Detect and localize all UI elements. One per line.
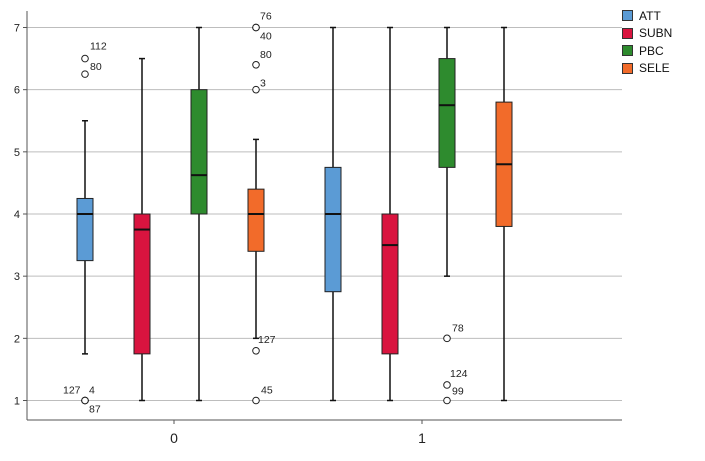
outlier-label: 112 — [90, 41, 107, 53]
y-tick-label: 1 — [14, 396, 20, 408]
outlier-label: 99 — [452, 386, 464, 398]
legend-swatch-att — [622, 10, 633, 22]
outlier-label: 76 — [260, 11, 272, 23]
outlier-label: 127 — [258, 334, 276, 346]
outlier-point — [252, 346, 260, 355]
outlier-label: 78 — [452, 322, 464, 334]
outlier-label: 40 — [260, 31, 272, 43]
outlier-point — [252, 23, 260, 32]
outlier-point — [252, 396, 260, 405]
y-tick-label: 4 — [14, 209, 20, 221]
legend-item-sele: SELE — [622, 60, 672, 78]
legend-label-att: ATT — [639, 8, 661, 23]
box-iqr — [247, 188, 265, 252]
box-iqr — [133, 213, 151, 355]
outlier-point — [81, 54, 89, 63]
boxplot-series: 112 80 127 4 87 78 124 99 76 40 80 3 127 45 — [63, 11, 513, 416]
legend-label-pbc: PBC — [639, 43, 664, 58]
legend-swatch-subn — [622, 27, 633, 39]
box-iqr — [190, 89, 208, 215]
legend-item-att: ATT — [622, 7, 672, 25]
outlier-label: 124 — [450, 368, 468, 380]
box-iqr — [381, 213, 399, 355]
x-category-label: 0 — [170, 430, 178, 446]
box-pbc-0 — [190, 26, 208, 402]
box-att-1 — [324, 26, 342, 402]
outlier-point — [443, 396, 451, 405]
y-tick-label: 5 — [14, 147, 20, 159]
outlier-label: 80 — [260, 49, 272, 61]
legend-item-pbc: PBC — [622, 42, 672, 60]
outlier-label: 4 — [89, 385, 95, 397]
x-category-label: 1 — [418, 430, 426, 446]
outlier-point — [443, 334, 451, 343]
outlier-point — [81, 70, 89, 78]
legend-label-sele: SELE — [639, 61, 670, 76]
box-sele-0 — [247, 138, 265, 340]
outlier-point — [81, 396, 89, 405]
y-tick-label: 3 — [14, 271, 20, 283]
box-iqr — [438, 58, 456, 168]
y-tick-label: 7 — [14, 23, 20, 35]
box-sele-1 — [495, 26, 513, 402]
outlier-label: 3 — [260, 78, 266, 90]
legend-swatch-sele — [622, 62, 633, 74]
outlier-point — [252, 61, 260, 69]
box-subn-1 — [381, 26, 399, 402]
outlier-point — [443, 381, 451, 389]
outlier-point — [252, 85, 260, 94]
box-att-0 — [76, 120, 94, 355]
legend-item-subn: SUBN — [622, 25, 672, 43]
box-pbc-1 — [438, 26, 456, 277]
outlier-label: 127 — [63, 385, 81, 397]
outlier-label: 45 — [261, 385, 273, 397]
box-iqr — [76, 197, 94, 262]
y-tick-label: 2 — [14, 333, 20, 345]
outlier-label: 80 — [90, 61, 102, 73]
box-subn-0 — [133, 57, 151, 402]
legend: ATT SUBN PBC SELE — [622, 7, 672, 77]
y-tick-label: 6 — [14, 85, 20, 97]
legend-swatch-pbc — [622, 45, 633, 57]
box-iqr — [324, 166, 342, 293]
legend-label-subn: SUBN — [639, 26, 673, 41]
outlier-label: 87 — [89, 404, 101, 416]
